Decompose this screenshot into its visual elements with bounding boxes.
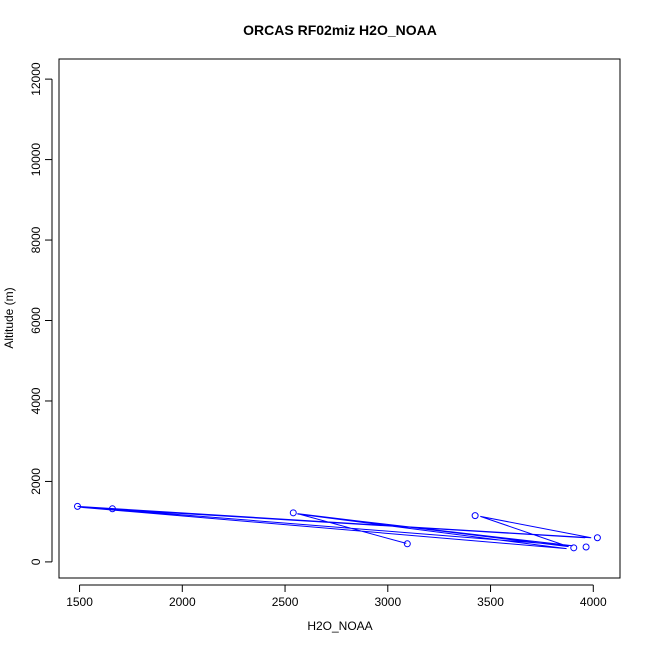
y-axis: 0 2000 4000 6000 8000 10000 12000 xyxy=(29,62,53,565)
x-tick-label: 2000 xyxy=(169,595,196,609)
x-tick-label: 4000 xyxy=(580,595,607,609)
data-point xyxy=(108,505,116,513)
data-point xyxy=(403,540,411,548)
x-axis: 1500 2000 2500 3000 3500 4000 xyxy=(66,584,607,609)
y-tick-label: 2000 xyxy=(29,468,43,495)
x-tick-label: 3500 xyxy=(477,595,504,609)
marker-layer xyxy=(73,502,601,552)
data-point xyxy=(471,512,479,520)
data-point xyxy=(289,509,297,517)
y-tick-label: 8000 xyxy=(29,226,43,253)
series-layer xyxy=(77,505,592,550)
x-tick-label: 2500 xyxy=(272,595,299,609)
data-point xyxy=(570,544,578,552)
data-point xyxy=(593,534,601,542)
y-tick-label: 4000 xyxy=(29,387,43,414)
data-point xyxy=(73,502,81,510)
plot-area xyxy=(58,58,621,579)
y-axis-label: Altitude (m) xyxy=(2,287,16,348)
y-tick-label: 12000 xyxy=(29,62,43,96)
x-tick-label: 1500 xyxy=(66,595,93,609)
y-tick-label: 0 xyxy=(29,558,43,565)
data-point xyxy=(582,543,590,551)
x-axis-label: H2O_NOAA xyxy=(307,619,372,633)
x-tick-label: 3000 xyxy=(374,595,401,609)
y-tick-label: 6000 xyxy=(29,307,43,334)
series-line xyxy=(77,505,592,550)
chart-title: ORCAS RF02miz H2O_NOAA xyxy=(243,22,437,38)
y-tick-label: 10000 xyxy=(29,143,43,177)
